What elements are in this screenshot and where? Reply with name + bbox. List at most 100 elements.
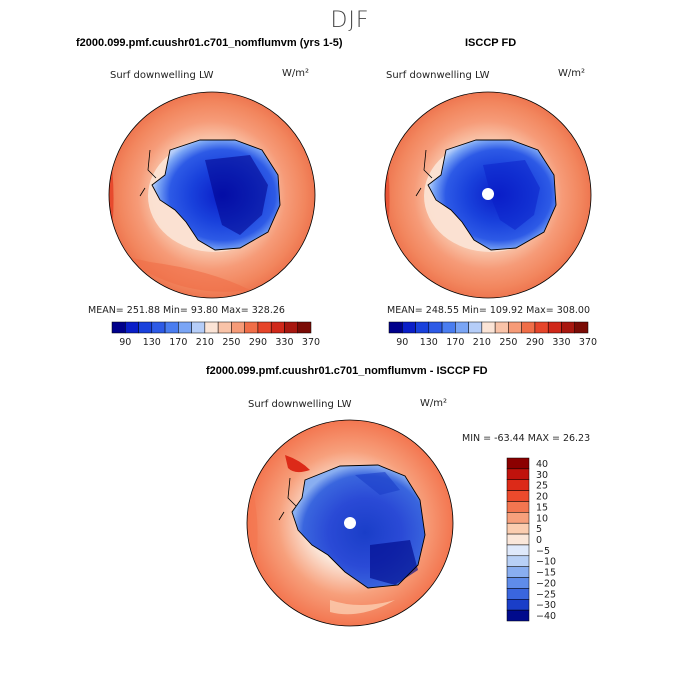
colorbar-tick-label: −20 [536, 578, 556, 589]
colorbar-swatch [151, 321, 166, 334]
panel2-coastline [427, 139, 557, 251]
panel1-variable: Surf downwelling LW [110, 70, 214, 81]
panel3-map [247, 420, 453, 626]
colorbar-swatch [521, 321, 536, 334]
colorbar-swatch [506, 479, 530, 491]
colorbar-tick-label: 210 [196, 337, 214, 348]
colorbar-swatch [415, 321, 430, 334]
panel2-pole-hole [482, 188, 494, 200]
colorbar-swatch [506, 566, 530, 578]
colorbar-swatch [506, 533, 530, 546]
colorbar-swatch [494, 321, 509, 334]
colorbar-swatch [191, 321, 206, 334]
colorbar-swatch [506, 599, 530, 611]
colorbar-swatch [125, 321, 139, 334]
panel3-stats: MIN = -63.44 MAX = 26.23 [462, 433, 591, 444]
colorbar-tick-label: −25 [536, 589, 556, 600]
colorbar-swatch [217, 321, 232, 334]
colorbar-swatch [506, 501, 530, 513]
panel2-title: ISCCP FD [465, 37, 517, 49]
colorbar-swatch [297, 321, 312, 334]
panel2-colorbar: 90 130 170 210 250 290 330 370 [388, 321, 597, 348]
colorbar-swatch [506, 490, 530, 502]
colorbar-swatch [508, 321, 522, 334]
colorbar-swatch [441, 321, 456, 334]
colorbar-swatch [178, 321, 192, 334]
colorbar-tick-label: 90 [119, 337, 131, 348]
colorbar-tick-label: −10 [536, 557, 556, 568]
colorbar-tick-label: 40 [536, 459, 548, 470]
colorbar-swatch [547, 321, 562, 334]
colorbar-swatch [506, 457, 530, 470]
colorbar-swatch [506, 577, 530, 589]
colorbar-swatch [428, 321, 443, 334]
colorbar-swatch [506, 522, 530, 535]
colorbar-swatch [561, 321, 575, 334]
panel3-pole-hole [344, 517, 356, 529]
colorbar-swatch [402, 321, 416, 334]
colorbar-tick-label: 330 [552, 337, 570, 348]
colorbar-swatch [244, 321, 259, 334]
colorbar-swatch [257, 321, 272, 334]
colorbar-tick-label: −40 [536, 611, 556, 622]
panel3-units: W/m² [420, 398, 448, 409]
colorbar-swatch [204, 321, 219, 334]
colorbar-swatch [284, 321, 298, 334]
panel1-map [109, 92, 315, 298]
colorbar-tick-label: 30 [536, 470, 548, 481]
colorbar-tick-label: −30 [536, 600, 556, 611]
colorbar-swatch [506, 544, 530, 557]
panel1-colorbar: 90 130 170 210 250 290 330 370 [111, 321, 320, 348]
colorbar-swatch [388, 321, 403, 334]
panel3-title: f2000.099.pmf.cuushr01.c701_nomflumvm - … [206, 365, 488, 377]
colorbar-tick-label: 130 [420, 337, 438, 348]
colorbar-tick-label: 290 [526, 337, 544, 348]
colorbar-tick-label: 170 [446, 337, 464, 348]
panel3-variable: Surf downwelling LW [248, 399, 352, 410]
colorbar-tick-label: −5 [536, 546, 550, 557]
colorbar-tick-label: 20 [536, 492, 548, 503]
colorbar-tick-label: 210 [473, 337, 491, 348]
colorbar-swatch [231, 321, 245, 334]
colorbar-swatch [506, 588, 530, 600]
colorbar-tick-label: 10 [536, 513, 548, 524]
panel1-coastline [151, 139, 281, 251]
colorbar-tick-label: 170 [169, 337, 187, 348]
colorbar-tick-label: 15 [536, 502, 548, 513]
colorbar-swatch [138, 321, 153, 334]
colorbar-tick-label: 130 [143, 337, 161, 348]
colorbar-tick-label: 330 [275, 337, 293, 348]
colorbar-tick-label: 370 [579, 337, 597, 348]
colorbar-swatch [481, 321, 496, 334]
panel1-units: W/m² [282, 68, 310, 79]
colorbar-swatch [506, 609, 530, 622]
panel2-variable: Surf downwelling LW [386, 70, 490, 81]
colorbar-swatch [270, 321, 285, 334]
colorbar-tick-label: 250 [499, 337, 517, 348]
colorbar-tick-label: 5 [536, 524, 542, 535]
colorbar-swatch [534, 321, 549, 334]
colorbar-swatch [164, 321, 179, 334]
colorbar-tick-label: 25 [536, 481, 548, 492]
colorbar-tick-label: −15 [536, 568, 556, 579]
colorbar-tick-label: 0 [536, 535, 542, 546]
colorbar-swatch [506, 512, 530, 524]
panel2-stats: MEAN= 248.55 Min= 109.92 Max= 308.00 [387, 305, 591, 316]
colorbar-swatch [455, 321, 469, 334]
panel2-map [385, 92, 591, 298]
colorbar-swatch [506, 555, 530, 567]
panel2-units: W/m² [558, 68, 586, 79]
colorbar-tick-label: 290 [249, 337, 267, 348]
colorbar-tick-label: 370 [302, 337, 320, 348]
panel1-title: f2000.099.pmf.cuushr01.c701_nomflumvm (y… [76, 37, 343, 49]
colorbar-swatch [506, 468, 530, 480]
colorbar-swatch [468, 321, 483, 334]
colorbar-tick-label: 250 [222, 337, 240, 348]
colorbar-swatch [574, 321, 589, 334]
colorbar-tick-label: 90 [396, 337, 408, 348]
colorbar-swatch [111, 321, 126, 334]
panel1-stats: MEAN= 251.88 Min= 93.80 Max= 328.26 [88, 305, 285, 316]
panel3-coastline [291, 464, 426, 589]
